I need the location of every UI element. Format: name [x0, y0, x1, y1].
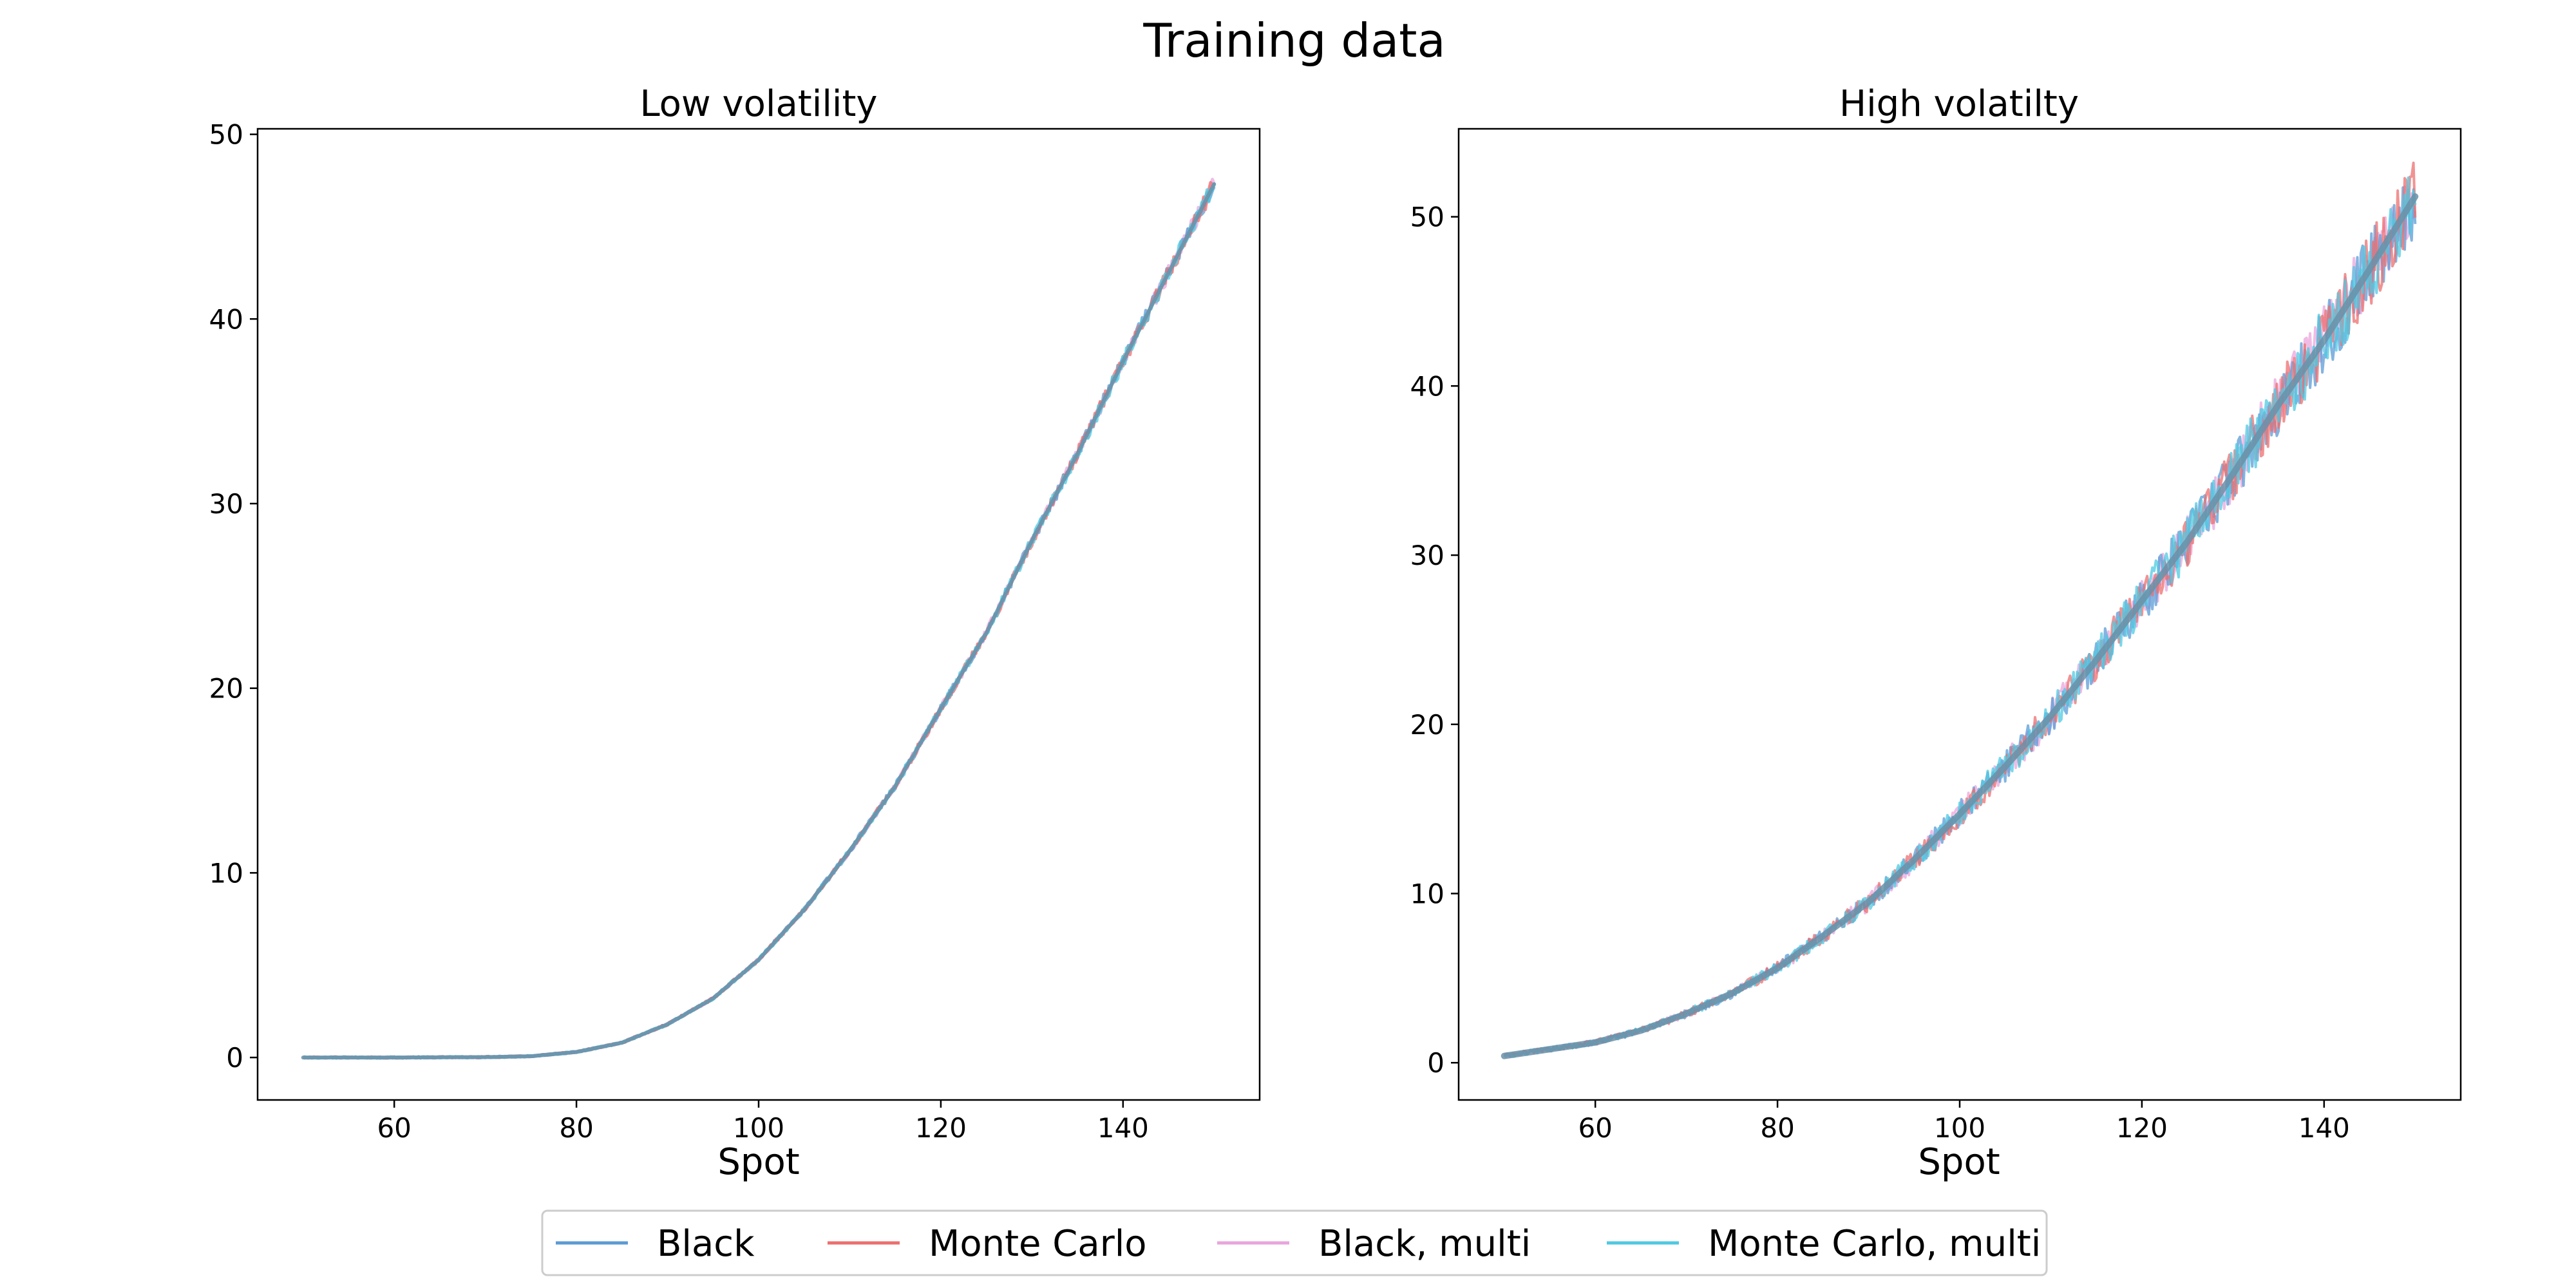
x-tick-label: 60: [1578, 1112, 1612, 1144]
legend-frame: [541, 1209, 2048, 1276]
x-tick-label: 80: [559, 1112, 593, 1144]
series-center-line: [1501, 193, 2419, 1059]
y-tick-label: 20: [209, 673, 243, 705]
legend-entry-black-multi: Black, multi: [1217, 1223, 1531, 1265]
panel-title-high-volatility: High volatilty: [1839, 83, 2079, 125]
series-line-black-multi: [303, 178, 1216, 1060]
x-tick-label: 100: [733, 1112, 784, 1144]
legend-entry-black: Black: [556, 1223, 755, 1265]
y-tick-label: 0: [226, 1042, 243, 1074]
x-tick-label: 140: [1097, 1112, 1149, 1144]
y-tick-label: 50: [1410, 202, 1444, 233]
y-tick-label: 40: [1410, 370, 1444, 402]
series-line-black: [1503, 186, 2417, 1057]
panel-high-volatility: High volatilty 60 80 100 120 140 0 10 20 30 40 50…: [1410, 83, 2462, 1183]
series-center-line: [301, 182, 1217, 1060]
y-axis-ticks: 0 10 20 30 40 50: [1410, 202, 1459, 1079]
y-tick-label: 40: [209, 303, 243, 335]
x-tick-label: 100: [1934, 1112, 1985, 1144]
series-line-monte-carlo-multi: [303, 182, 1216, 1060]
legend: Black Monte Carlo Black, multi Monte Car…: [541, 1209, 2048, 1276]
y-tick-label: 10: [209, 857, 243, 889]
legend-entry-monte-carlo-multi: Monte Carlo, multi: [1607, 1223, 2041, 1265]
figure-title: Training data: [1142, 14, 1445, 68]
series-line-monte-carlo-multi: [1503, 176, 2417, 1058]
plot-frame: [256, 128, 1261, 1101]
legend-label-black-multi: Black, multi: [1318, 1223, 1531, 1265]
y-tick-label: 30: [209, 488, 243, 520]
legend-label-black: Black: [657, 1223, 755, 1265]
panel-title-low-volatility: Low volatility: [639, 83, 877, 125]
y-tick-label: 0: [1427, 1047, 1444, 1079]
series-line-black-multi: [1503, 185, 2417, 1059]
x-axis-ticks: 60 80 100 120 140: [377, 1100, 1149, 1144]
y-tick-label: 50: [209, 119, 243, 151]
legend-entry-monte-carlo: Monte Carlo: [828, 1223, 1147, 1265]
x-axis-ticks: 60 80 100 120 140: [1578, 1100, 2350, 1144]
series-group: [301, 178, 1217, 1060]
series-line-monte-carlo: [1503, 161, 2417, 1058]
x-tick-label: 120: [2116, 1112, 2168, 1144]
y-tick-label: 30: [1410, 540, 1444, 571]
x-tick-label: 140: [2298, 1112, 2350, 1144]
panel-low-volatility: Low volatility 60 80 100 120 140 0 10 20 30 40 50…: [209, 83, 1261, 1183]
series-line-black: [303, 185, 1216, 1060]
x-tick-label: 120: [915, 1112, 967, 1144]
x-axis-label: Spot: [717, 1141, 799, 1183]
plot-frame: [1457, 128, 2462, 1101]
x-tick-label: 60: [377, 1112, 411, 1144]
legend-label-monte-carlo: Monte Carlo: [929, 1223, 1147, 1265]
y-axis-ticks: 0 10 20 30 40 50: [209, 119, 258, 1074]
x-tick-label: 80: [1760, 1112, 1794, 1144]
x-axis-label: Spot: [1918, 1141, 2000, 1183]
series-group: [1501, 161, 2419, 1059]
y-tick-label: 10: [1410, 878, 1444, 909]
y-tick-label: 20: [1410, 709, 1444, 741]
legend-label-monte-carlo-multi: Monte Carlo, multi: [1708, 1223, 2041, 1265]
series-line-monte-carlo: [302, 181, 1215, 1060]
